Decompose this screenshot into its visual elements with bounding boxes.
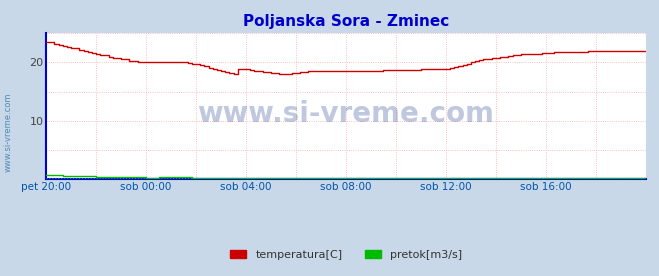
Text: www.si-vreme.com: www.si-vreme.com [3, 93, 13, 172]
Legend: temperatura[C], pretok[m3/s]: temperatura[C], pretok[m3/s] [225, 246, 467, 264]
Text: www.si-vreme.com: www.si-vreme.com [198, 100, 494, 128]
Title: Poljanska Sora - Zminec: Poljanska Sora - Zminec [243, 14, 449, 29]
